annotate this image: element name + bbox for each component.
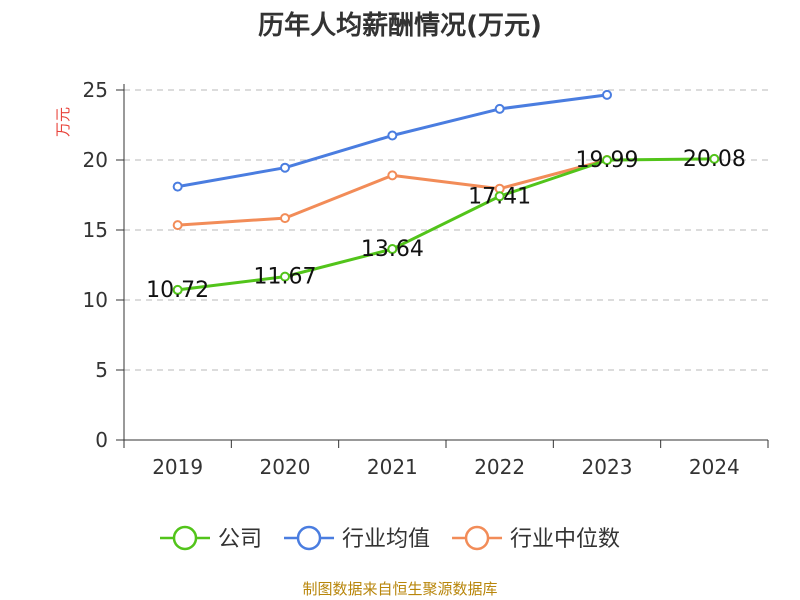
data-point [280,271,290,282]
y-tick-label: 25 [83,78,108,102]
y-tick-label: 20 [83,148,108,172]
data-point [172,181,183,192]
series-line [177,158,608,227]
data-label: 20.08 [683,147,746,172]
data-point [709,153,720,164]
y-tick-label: 15 [83,218,108,242]
series-line [177,157,715,292]
legend-marker [464,525,490,551]
legend-label: 行业均值 [342,527,430,552]
data-point [602,155,612,166]
data-label: 10.72 [146,278,209,303]
x-axis-ticks: 2019 2020 2021 2022 2023 2024 [152,455,740,479]
y-tick-label: 10 [83,288,108,312]
data-point [387,170,398,181]
data-label: 19.99 [576,148,639,173]
legend-label: 公司 [218,527,262,552]
y-axis-ticks: 0 5 10 15 20 25 [83,78,108,452]
data-point [172,284,183,295]
data-point [494,191,505,202]
x-tick-label: 2022 [474,455,525,479]
axes [116,84,769,448]
y-axis-label: 万元 [54,107,72,137]
data-label: 17.41 [468,184,531,209]
data-point [387,130,398,141]
legend-marker [172,525,198,551]
data-labels: 10.72 11.67 13.64 17.41 19.99 20.08 [146,147,746,303]
data-point [387,244,398,255]
data-point [280,162,290,173]
chart-title: 历年人均薪酬情况(万元) [258,10,542,41]
gridlines [124,89,768,371]
x-tick-label: 2020 [260,455,311,479]
y-tick-label: 0 [95,428,108,452]
data-point [280,213,290,224]
series-lines [172,89,720,295]
x-tick-label: 2021 [367,455,418,479]
x-tick-label: 2023 [582,455,633,479]
x-tick-label: 2024 [689,455,740,479]
data-label: 13.64 [361,237,424,262]
data-point [172,220,183,231]
source-note: 制图数据来自恒生聚源数据库 [302,580,497,598]
legend-label: 行业中位数 [510,527,620,552]
x-tick-label: 2019 [152,455,203,479]
data-point [602,89,612,100]
data-point [494,103,505,114]
legend[interactable]: 公司 行业均值 行业中位数 [160,525,620,552]
data-label: 11.67 [254,265,317,290]
y-tick-label: 5 [95,358,108,382]
legend-marker [296,525,322,551]
